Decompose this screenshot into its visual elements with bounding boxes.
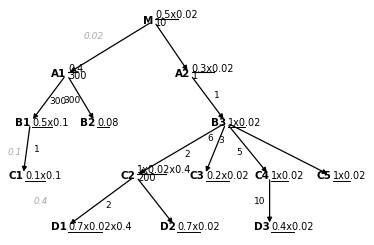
Text: 0.5x0.1: 0.5x0.1 <box>32 118 68 127</box>
Text: 0.5x0.02: 0.5x0.02 <box>156 11 198 20</box>
Text: C5: C5 <box>316 171 331 181</box>
Text: 0.4x0.02: 0.4x0.02 <box>272 222 314 232</box>
Text: 0.2x0.02: 0.2x0.02 <box>206 171 249 181</box>
Text: 200: 200 <box>137 173 156 183</box>
Text: 1: 1 <box>192 72 198 82</box>
Text: 1x0.02: 1x0.02 <box>228 118 261 127</box>
Text: 0.4: 0.4 <box>68 64 84 74</box>
Text: 0.7x0.02: 0.7x0.02 <box>177 222 220 232</box>
Text: 0.4: 0.4 <box>33 197 48 206</box>
Text: 3: 3 <box>218 136 224 145</box>
Text: 0.1x0.1: 0.1x0.1 <box>25 171 61 181</box>
Text: 1: 1 <box>214 91 220 100</box>
Text: 5: 5 <box>236 148 242 157</box>
Text: 300: 300 <box>68 72 87 82</box>
Text: 0.08: 0.08 <box>98 118 119 127</box>
Text: 2: 2 <box>106 201 111 210</box>
Text: B3: B3 <box>211 118 226 127</box>
Text: 1x0.02: 1x0.02 <box>333 171 367 181</box>
Text: C3: C3 <box>190 171 204 181</box>
Text: 0.3x0.02: 0.3x0.02 <box>192 64 234 74</box>
Text: C2: C2 <box>121 171 135 181</box>
Text: B1: B1 <box>15 118 30 127</box>
Text: 6: 6 <box>207 134 213 143</box>
Text: 10: 10 <box>156 18 168 28</box>
Text: 300: 300 <box>49 97 66 106</box>
Text: 300: 300 <box>63 96 80 105</box>
Text: A2: A2 <box>175 69 190 79</box>
Text: D1: D1 <box>51 222 67 232</box>
Text: A1: A1 <box>51 69 67 79</box>
Text: M: M <box>143 16 154 26</box>
Text: 10: 10 <box>254 197 265 206</box>
Text: 1x0.02: 1x0.02 <box>272 171 305 181</box>
Text: D3: D3 <box>254 222 270 232</box>
Text: 0.7x0.02x0.4: 0.7x0.02x0.4 <box>68 222 132 232</box>
Text: C4: C4 <box>255 171 270 181</box>
Text: 1: 1 <box>34 145 40 154</box>
Text: 0.1: 0.1 <box>8 148 22 157</box>
Text: C1: C1 <box>8 171 23 181</box>
Text: 2: 2 <box>185 150 190 159</box>
Text: D2: D2 <box>159 222 175 232</box>
Text: 0.02: 0.02 <box>84 32 104 41</box>
Text: 1x0.02x0.4: 1x0.02x0.4 <box>137 165 192 175</box>
Text: B2: B2 <box>80 118 96 127</box>
